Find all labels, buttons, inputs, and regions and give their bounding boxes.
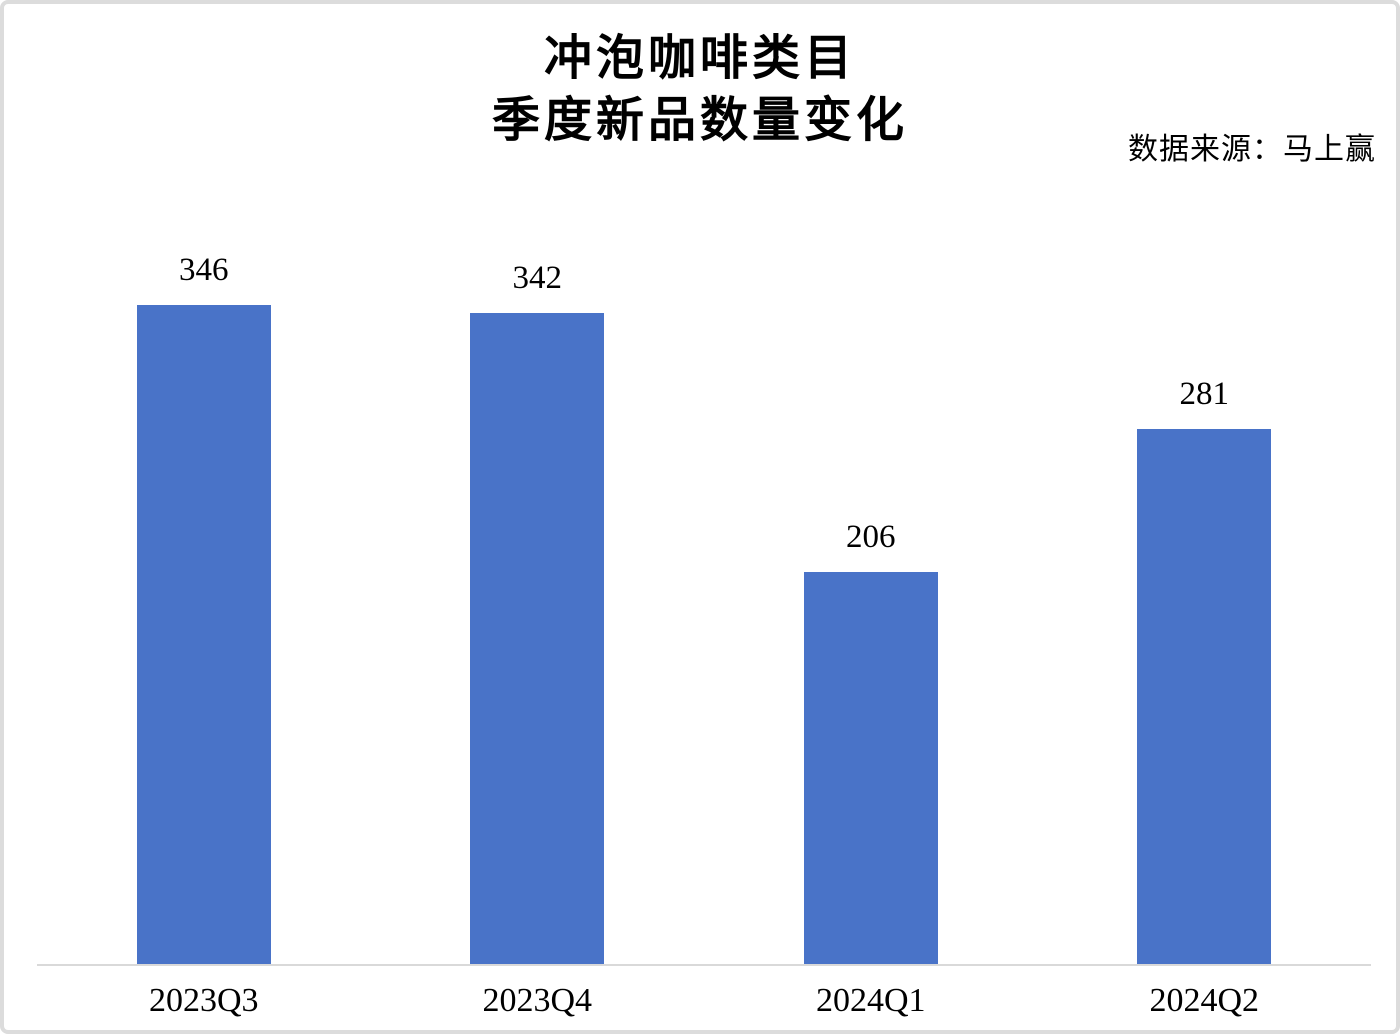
bar-value-label: 342: [512, 260, 563, 296]
bar: [136, 305, 271, 964]
bar-column: 346 2023Q3: [37, 4, 371, 1019]
category-label: 2023Q3: [148, 982, 259, 1019]
category-label: 2024Q1: [815, 982, 926, 1019]
x-axis-line: [37, 964, 1371, 966]
bar: [1137, 429, 1272, 964]
bar-column: 281 2024Q2: [1038, 4, 1372, 1019]
category-label: 2024Q2: [1149, 982, 1260, 1019]
bar-value-label: 346: [179, 252, 229, 288]
chart-title: 冲泡咖啡类目 季度新品数量变化: [4, 28, 1396, 152]
bar-value-label: 206: [846, 519, 896, 555]
bar-value-label: 281: [1179, 376, 1230, 412]
data-source-note: 数据来源：马上赢: [1128, 133, 1376, 166]
bar-column: 342 2023Q4: [371, 4, 705, 1019]
bar: [803, 572, 938, 964]
chart-title-line-2: 季度新品数量变化: [491, 94, 908, 147]
plot-area: 346 2023Q3 342 2023Q4 206 2024Q1 281 2024Q2: [37, 4, 1372, 1019]
chart-title-line-1: 冲泡咖啡类目: [543, 32, 856, 85]
bar-column: 206 2024Q1: [704, 4, 1038, 1019]
bar: [470, 313, 605, 964]
category-label: 2023Q4: [482, 982, 593, 1019]
